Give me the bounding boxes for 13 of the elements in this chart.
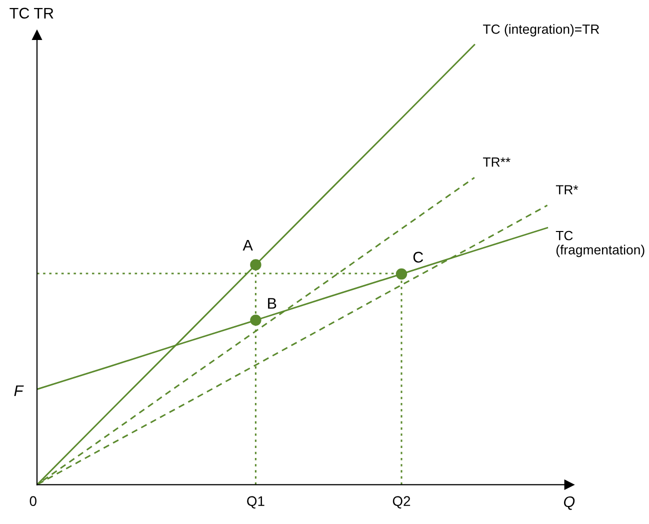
- x-axis-title: Q: [564, 496, 575, 510]
- x-tick-label: Q1: [247, 496, 264, 508]
- series-label: TR**: [483, 157, 510, 167]
- annotation: B: [268, 298, 276, 309]
- x-tick-label: Q2: [392, 496, 410, 508]
- annotation: F: [14, 385, 24, 396]
- series-label: TC (integration)=TR: [483, 24, 600, 36]
- series-label: TC (fragmentation): [556, 230, 644, 258]
- annotation: C: [413, 252, 424, 263]
- series-label: TR*: [556, 185, 578, 194]
- annotation: A: [242, 240, 253, 250]
- y-axis-title: TC TR: [10, 8, 54, 19]
- x-tick-label: 0: [30, 496, 36, 506]
